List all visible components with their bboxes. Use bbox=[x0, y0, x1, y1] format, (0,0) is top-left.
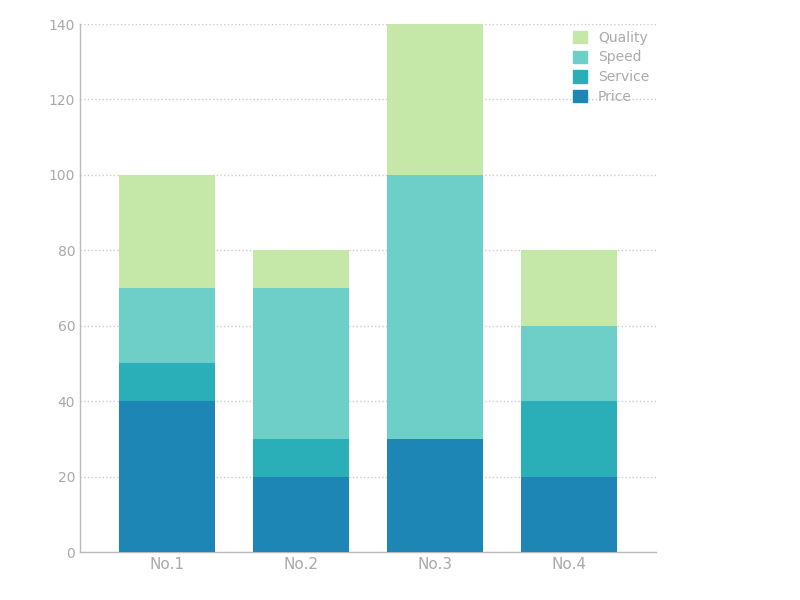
Bar bbox=[521, 250, 617, 326]
Bar bbox=[386, 175, 483, 439]
Bar bbox=[253, 439, 350, 476]
Legend: Quality, Speed, Service, Price: Quality, Speed, Service, Price bbox=[573, 31, 649, 104]
Bar bbox=[119, 288, 215, 364]
Bar bbox=[119, 401, 215, 552]
Bar bbox=[386, 439, 483, 552]
Bar bbox=[253, 476, 350, 552]
Bar bbox=[521, 401, 617, 476]
Bar bbox=[386, 24, 483, 175]
Bar bbox=[253, 250, 350, 288]
Bar bbox=[119, 175, 215, 288]
Bar bbox=[119, 364, 215, 401]
Bar bbox=[253, 288, 350, 439]
Bar bbox=[521, 326, 617, 401]
Bar bbox=[521, 476, 617, 552]
